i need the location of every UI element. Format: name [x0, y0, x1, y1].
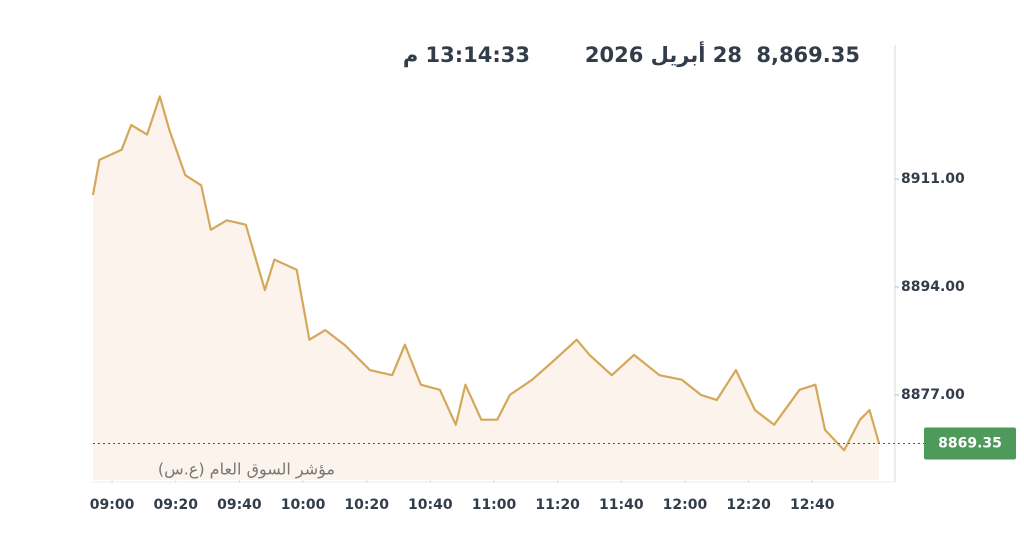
x-tick-label: 09:20 [153, 497, 198, 513]
header-price: 8,869.35 [756, 43, 860, 67]
y-tick-label: 8911.00 [901, 171, 965, 187]
header-time: 13:14:33 م [403, 43, 530, 67]
x-tick-label: 09:40 [217, 497, 262, 513]
y-tick-label: 8877.00 [901, 387, 965, 403]
current-price-label: 8869.35 [938, 435, 1002, 451]
x-tick-label: 09:00 [90, 497, 135, 513]
x-tick-label: 11:20 [535, 497, 580, 513]
x-tick-label: 12:00 [663, 497, 708, 513]
x-tick-label: 10:20 [344, 497, 389, 513]
header-date: 28 أبريل 2026 [585, 40, 742, 67]
price-line [91, 95, 881, 452]
x-tick-label: 11:40 [599, 497, 644, 513]
area-fill [93, 96, 880, 481]
x-tick-label: 10:00 [281, 497, 326, 513]
x-tick-label: 12:20 [726, 497, 771, 513]
x-tick-label: 11:00 [472, 497, 517, 513]
x-tick-label: 10:40 [408, 497, 453, 513]
y-tick-label: 8894.00 [901, 279, 965, 295]
current-price-box [924, 427, 1016, 460]
x-tick-label: 12:40 [790, 497, 835, 513]
chart-caption: مؤشر السوق العام (ع.س) [158, 460, 335, 480]
